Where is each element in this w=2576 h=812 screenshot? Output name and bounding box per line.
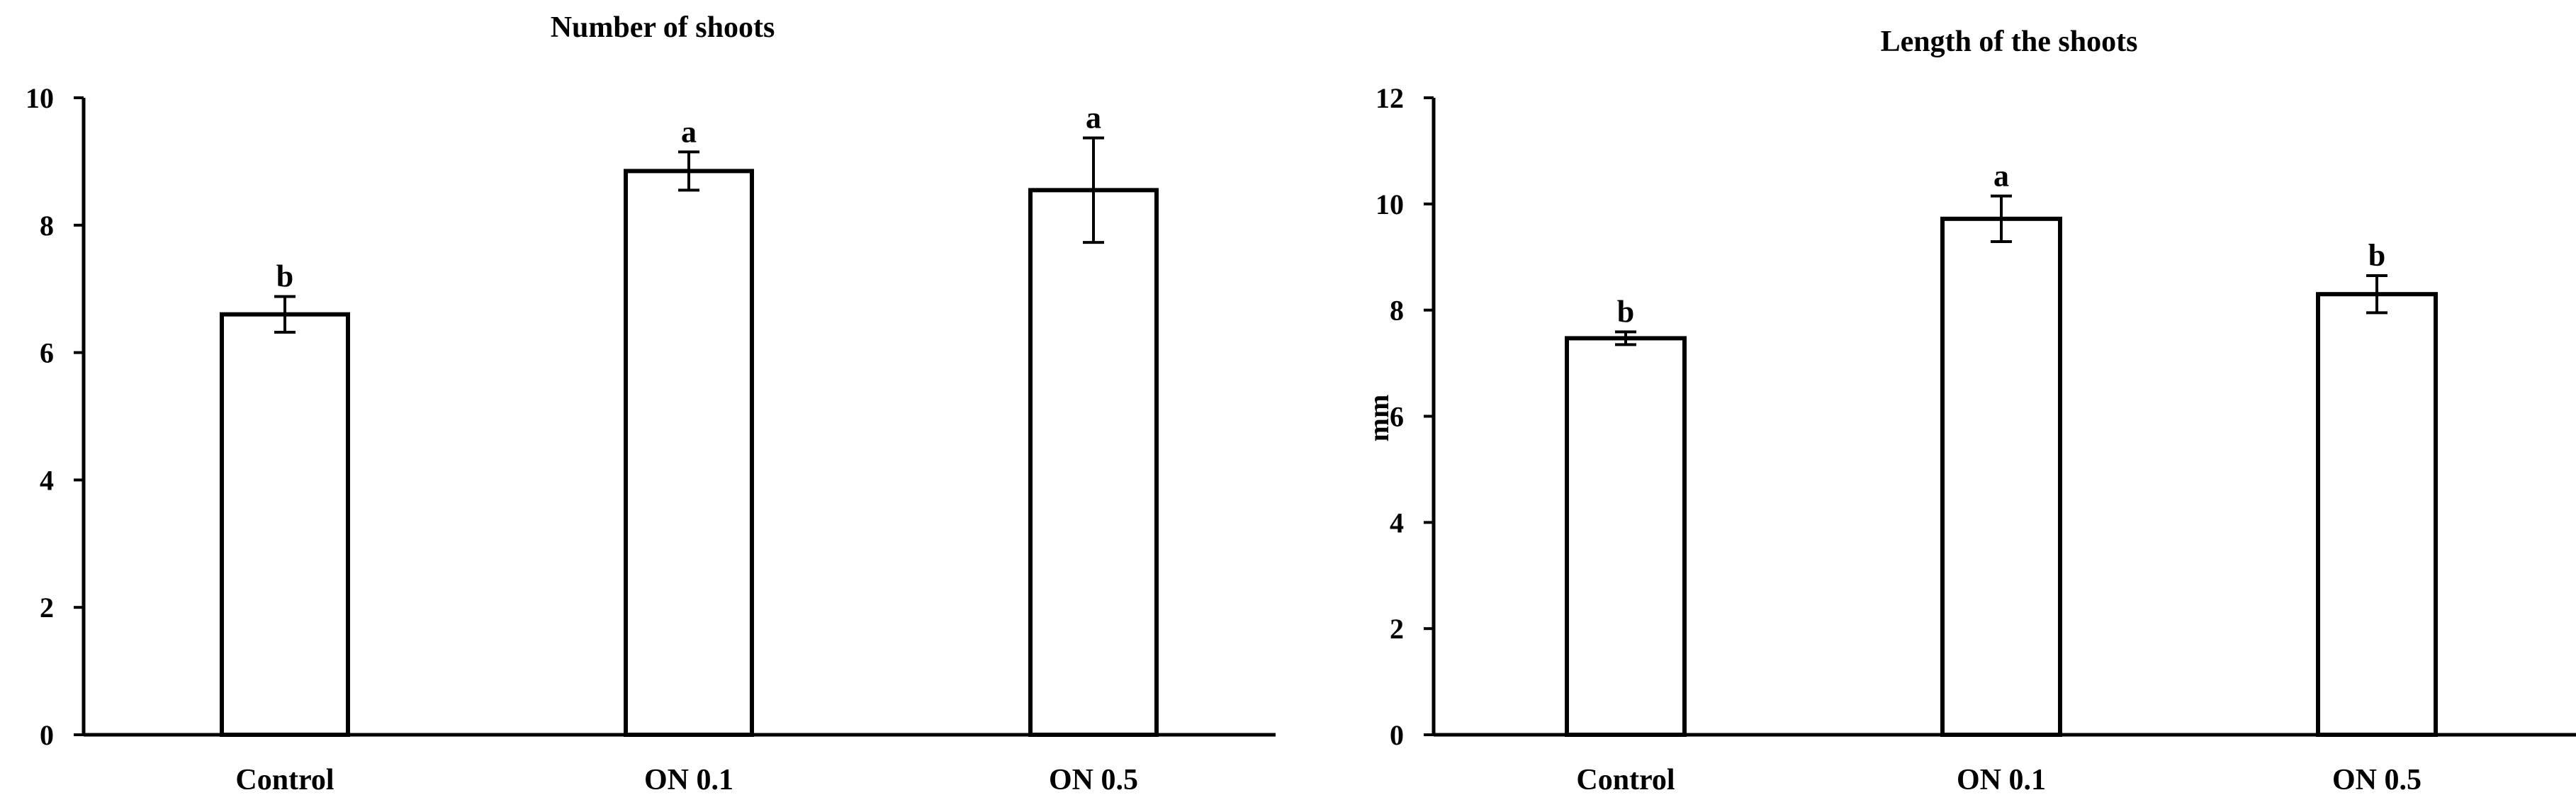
significance-label: b [276, 259, 293, 293]
plot-area: 0 2 4 6 8 10 b Control a ON 0.1 a ON 0.5 [26, 82, 1276, 796]
significance-label: b [2368, 238, 2385, 273]
y-tick-label: 2 [40, 592, 54, 624]
y-tick-label: 4 [1390, 507, 1404, 538]
plot-area: 0 2 4 6 8 10 12 b Control a ON 0.1 b ON 0.5 [1376, 82, 2576, 796]
x-tick-label: ON 0.5 [1049, 764, 1138, 796]
y-tick-label: 10 [1376, 188, 1404, 220]
x-tick-label: ON 0.1 [1957, 764, 2046, 796]
bar [2316, 292, 2438, 738]
bar [1565, 336, 1687, 737]
x-tick-label: ON 0.1 [644, 764, 733, 796]
bar [624, 169, 754, 737]
x-tick-label: Control [235, 764, 334, 796]
y-tick-label: 8 [1390, 295, 1404, 327]
y-tick-label: 10 [26, 82, 54, 114]
y-tick-label: 2 [1390, 613, 1404, 645]
chart-title: Length of the shoots [1881, 26, 2138, 58]
y-tick-label: 12 [1376, 82, 1404, 114]
significance-label: a [1993, 159, 2009, 193]
y-tick-label: 6 [40, 337, 54, 369]
number-of-shoots-chart: Number of shoots 0 2 4 6 8 10 b Control a ON 0.1 a… [26, 11, 1276, 796]
x-tick-label: ON 0.5 [2332, 764, 2422, 796]
chart-title: Number of shoots [551, 11, 775, 44]
y-tick-label: 4 [40, 464, 54, 496]
significance-label: b [1617, 294, 1634, 329]
y-tick-label: 6 [1390, 401, 1404, 433]
y-tick-label: 0 [1390, 719, 1404, 751]
significance-label: a [1086, 101, 1101, 135]
x-tick-label: Control [1576, 764, 1675, 796]
y-tick-label: 0 [40, 719, 54, 751]
bar [1940, 216, 2062, 737]
significance-label: a [681, 114, 697, 149]
bar [1028, 188, 1159, 738]
length-of-shoots-chart: Length of the shoots mm 0 2 4 6 8 10 12 b Contro… [1363, 26, 2576, 796]
y-tick-label: 8 [40, 210, 54, 242]
bar [220, 312, 350, 738]
y-axis-label: mm [1363, 395, 1395, 442]
